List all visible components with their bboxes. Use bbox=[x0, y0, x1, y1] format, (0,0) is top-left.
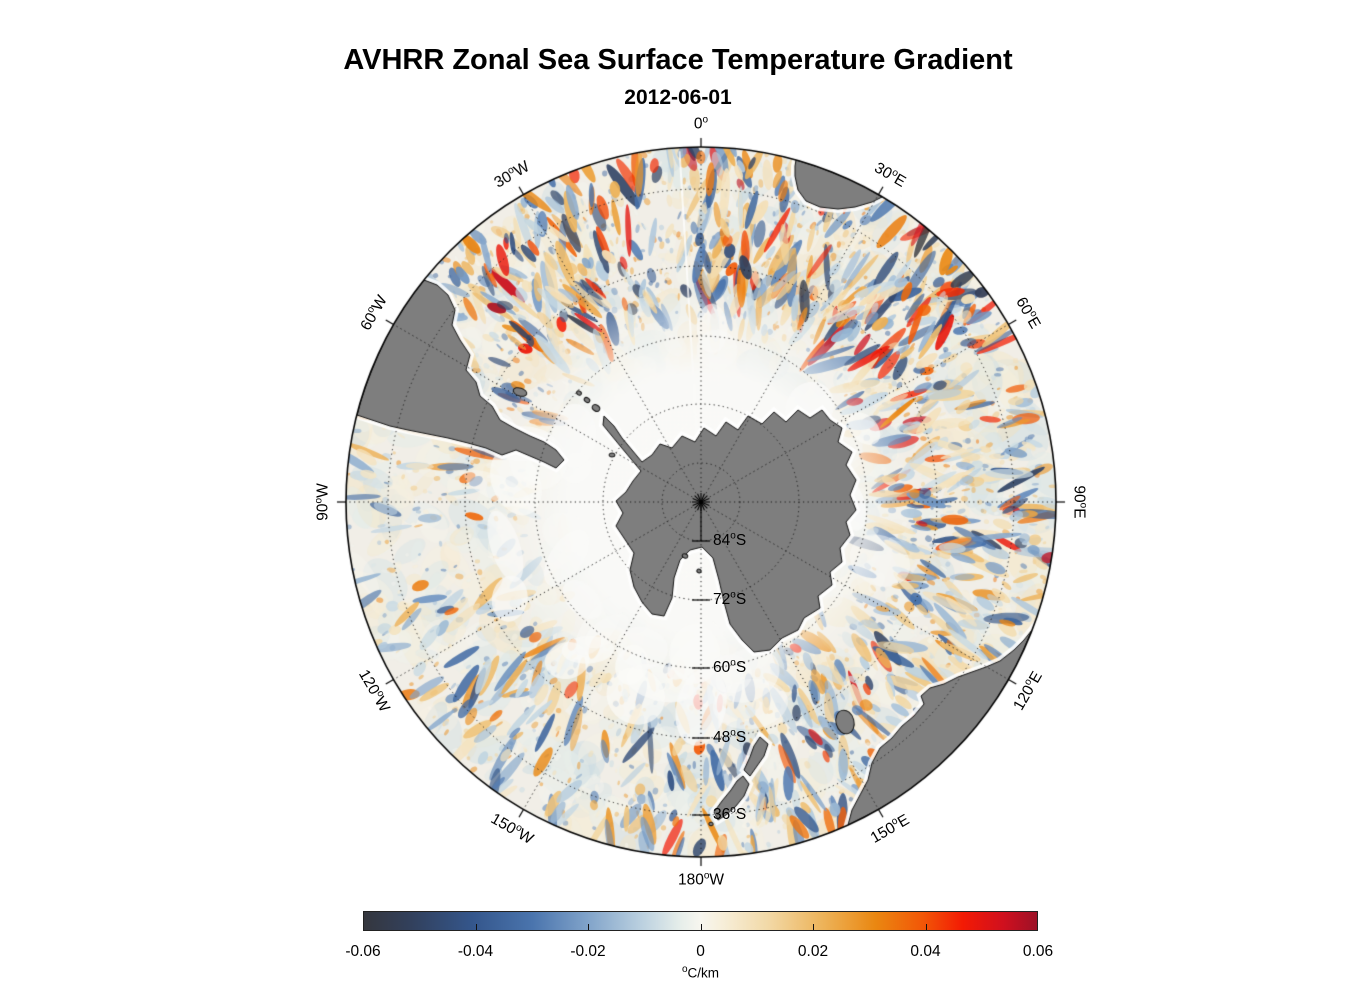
colorbar-tick-label: -0.04 bbox=[457, 943, 494, 960]
page-title: AVHRR Zonal Sea Surface Temperature Grad… bbox=[343, 44, 1013, 76]
lon-label-0: 0o bbox=[693, 114, 709, 133]
lon-label-90e: 90oE bbox=[1070, 485, 1089, 519]
colorbar-tick-label: 0.02 bbox=[797, 943, 829, 960]
colorbar-tick-mark bbox=[588, 924, 589, 930]
date-subtitle: 2012-06-01 bbox=[624, 86, 732, 109]
colorbar-tick-mark bbox=[925, 924, 927, 930]
lat-label-48s: 48oS bbox=[713, 727, 747, 746]
lat-label-60s: 60oS bbox=[713, 657, 747, 676]
colorbar-tick-label: 0.06 bbox=[1022, 943, 1054, 960]
colorbar-gradient bbox=[363, 911, 1038, 931]
lat-label-84s: 84oS bbox=[713, 530, 747, 549]
colorbar-unit-label: oC/km bbox=[681, 964, 720, 981]
colorbar-tick-mark bbox=[700, 924, 702, 930]
lon-label-90w: 90oW bbox=[313, 483, 332, 521]
colorbar-tick-label: -0.06 bbox=[345, 943, 381, 960]
colorbar-tick-label: 0.04 bbox=[910, 943, 941, 960]
lat-label-72s: 72oS bbox=[713, 589, 747, 608]
lon-label-180w: 180oW bbox=[677, 870, 725, 889]
colorbar-tick-label: 0 bbox=[696, 943, 705, 960]
lat-label-36s: 36oS bbox=[713, 804, 747, 823]
colorbar-tick-mark bbox=[475, 924, 477, 930]
colorbar-tick-mark bbox=[813, 924, 814, 930]
colorbar-tick-label: -0.02 bbox=[570, 943, 606, 960]
